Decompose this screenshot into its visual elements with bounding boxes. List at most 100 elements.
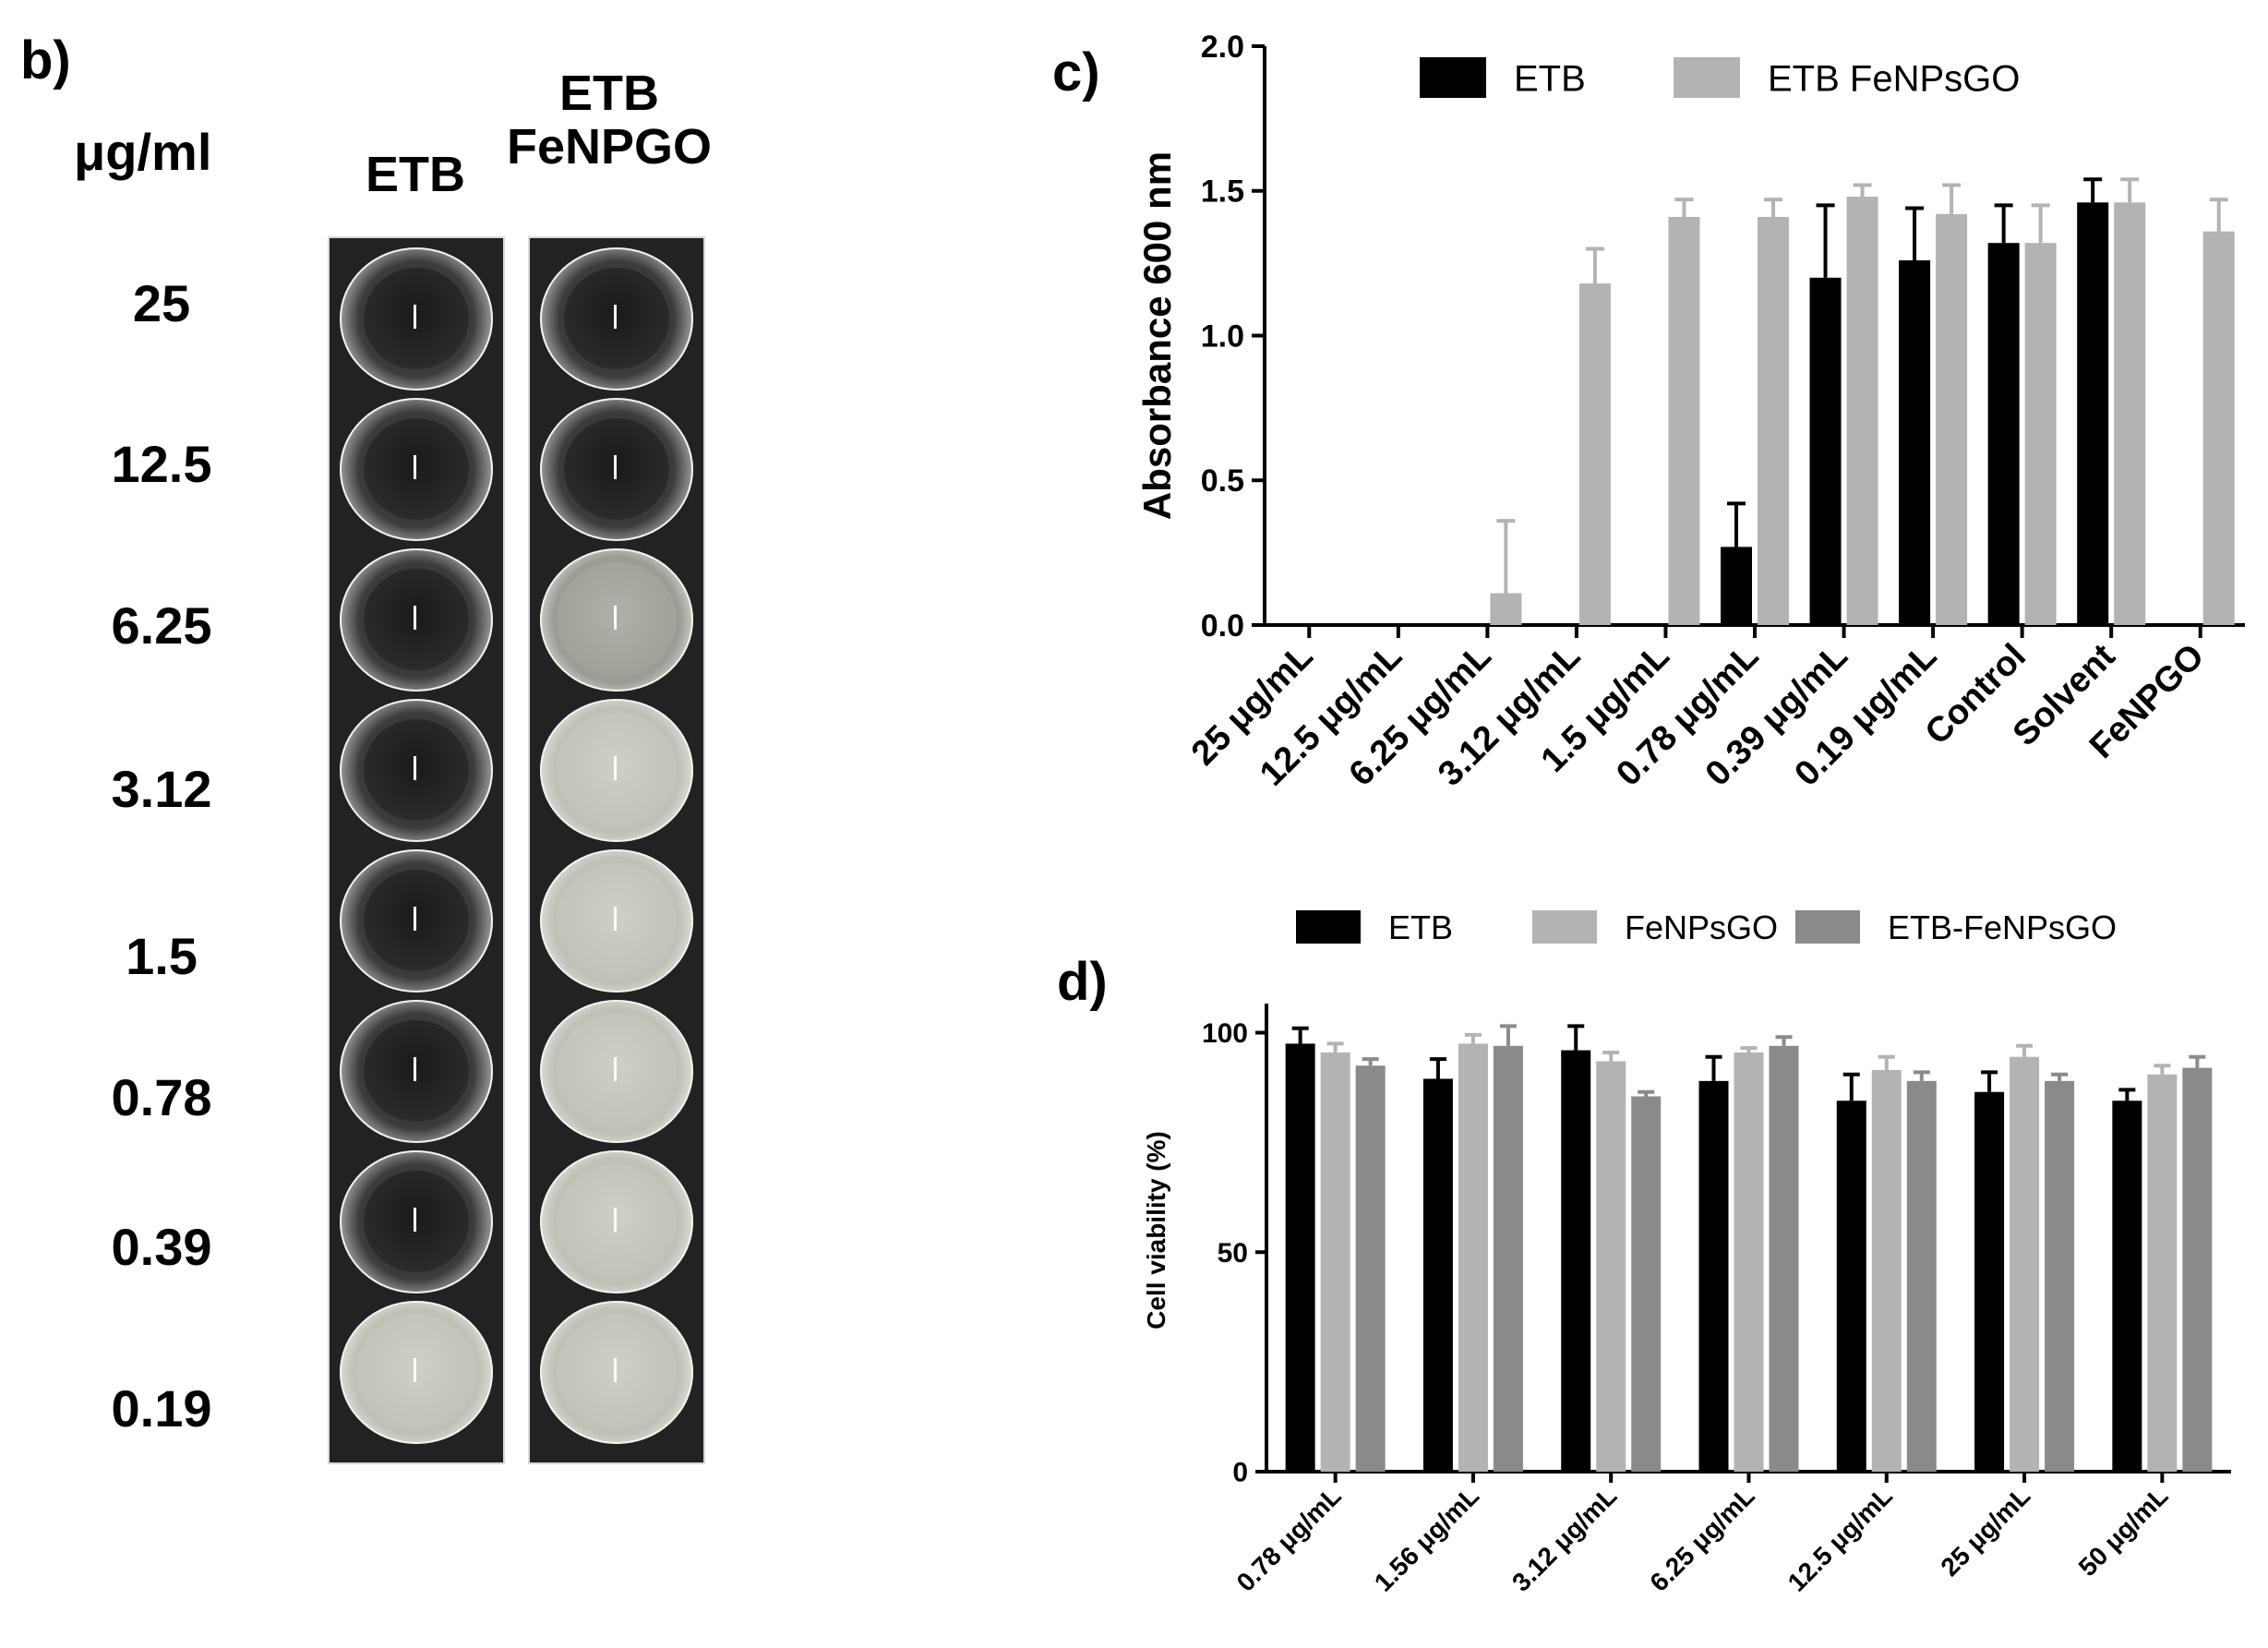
legend-label: ETB — [1388, 908, 1453, 946]
bar-etb — [1561, 1050, 1591, 1472]
well-reflection — [614, 305, 617, 329]
etb-well — [340, 247, 493, 391]
well-strip-etb — [328, 236, 505, 1464]
x-tick-label: 50 μg/mL — [2073, 1481, 2174, 1582]
well-reflection — [414, 606, 416, 630]
etb-fenpgo-well — [540, 1000, 693, 1143]
x-tick-label: 6.25 μg/mL — [1644, 1481, 1759, 1596]
well-reflection — [614, 1057, 617, 1081]
bar-fenpsgo — [2010, 1056, 2040, 1472]
concentration-label: 12.5 — [111, 435, 212, 493]
well-rim — [540, 699, 693, 842]
bar-etb — [1422, 1078, 1453, 1472]
etb-well — [340, 1301, 493, 1444]
legend-swatch — [1532, 910, 1597, 944]
etb-well — [340, 1150, 493, 1293]
legend-label: ETB FeNPsGO — [1768, 58, 2020, 99]
bar-etb-fenpsgo — [2182, 1067, 2213, 1472]
etb-well — [340, 699, 493, 842]
bar-etb-fenpsgo — [1936, 213, 1968, 625]
bar-etb-fenpsgo — [1769, 1045, 1799, 1472]
well-strip-etb-fenpgo — [528, 236, 705, 1464]
legend-swatch — [1795, 910, 1860, 944]
well-reflection — [614, 1358, 617, 1382]
bar-fenpsgo — [1871, 1069, 1902, 1472]
bar-fenpsgo — [1596, 1061, 1626, 1472]
x-tick-label: 12.5 μg/mL — [1782, 1481, 1898, 1596]
bar-etb — [1974, 1091, 2005, 1472]
etb-fenpgo-well — [540, 398, 693, 541]
column-title-etb: ETB — [366, 147, 465, 202]
concentration-label: 0.39 — [111, 1218, 212, 1276]
well-reflection — [414, 455, 416, 479]
bar-fenpsgo — [1734, 1052, 1764, 1472]
concentration-label: 1.5 — [126, 927, 198, 985]
bar-etb — [1836, 1101, 1866, 1472]
column-title-etb-fenpgo: ETB FeNPGO — [506, 66, 713, 174]
panel-d-label: d) — [1057, 952, 1108, 1012]
etb-well — [340, 1000, 493, 1143]
bar-etb — [1987, 243, 2020, 625]
bar-etb — [1698, 1080, 1729, 1472]
well-reflection — [414, 1358, 416, 1382]
bar-etb-fenpsgo — [1631, 1096, 1662, 1472]
etb-fenpgo-well — [540, 247, 693, 391]
well-rim — [340, 548, 493, 692]
bar-etb-fenpsgo — [1493, 1045, 1523, 1472]
bar-etb-fenpsgo — [1490, 593, 1522, 625]
y-tick-label: 2.0 — [1201, 30, 1244, 65]
bar-etb-fenpsgo — [2114, 202, 2146, 626]
bar-etb — [2077, 202, 2109, 626]
x-tick-label: 3.12 μg/mL — [1506, 1481, 1622, 1596]
y-axis-label: Absorbance 600 nm — [1135, 151, 1179, 520]
y-tick-label: 1.0 — [1201, 319, 1244, 354]
well-rim — [540, 1150, 693, 1293]
bar-etb — [2112, 1101, 2142, 1472]
bar-etb-fenpsgo — [2024, 243, 2057, 625]
bar-etb-fenpsgo — [1906, 1080, 1937, 1472]
etb-well — [340, 398, 493, 541]
bar-fenpsgo — [1458, 1043, 1488, 1472]
concentration-label: 3.12 — [111, 760, 212, 818]
well-rim — [540, 849, 693, 992]
legend-swatch — [1420, 57, 1486, 98]
concentration-label: 25 — [132, 274, 191, 332]
legend-label: ETB — [1514, 58, 1586, 99]
well-rim — [340, 247, 493, 391]
y-tick-label: 100 — [1202, 1018, 1248, 1049]
bar-fenpsgo — [1320, 1052, 1350, 1472]
concentration-label: 0.78 — [111, 1068, 212, 1126]
well-reflection — [614, 756, 617, 780]
y-tick-label: 0 — [1232, 1458, 1248, 1488]
bar-etb-fenpsgo — [1355, 1065, 1386, 1472]
well-rim — [340, 1000, 493, 1143]
concentration-label: 6.25 — [111, 596, 212, 655]
well-rim — [540, 247, 693, 391]
well-rim — [540, 548, 693, 692]
bar-etb — [1285, 1043, 1315, 1472]
well-reflection — [414, 1057, 416, 1081]
bar-etb-fenpsgo — [2045, 1080, 2075, 1472]
bar-etb-fenpsgo — [1758, 216, 1789, 625]
etb-fenpgo-well — [540, 1301, 693, 1444]
bar-etb-fenpsgo — [1846, 197, 1878, 625]
well-reflection — [614, 1208, 617, 1232]
bar-etb — [1721, 547, 1752, 625]
bar-fenpsgo — [2147, 1074, 2178, 1472]
y-tick-label: 0.5 — [1201, 463, 1244, 499]
well-reflection — [414, 756, 416, 780]
etb-well — [340, 548, 493, 692]
etb-well — [340, 849, 493, 992]
panel-b-label: b) — [20, 30, 71, 90]
bar-etb-fenpsgo — [1668, 216, 1700, 625]
legend-swatch — [1296, 910, 1361, 944]
well-rim — [540, 1301, 693, 1444]
well-rim — [540, 398, 693, 541]
legend-swatch — [1674, 57, 1740, 98]
y-tick-label: 0.0 — [1201, 608, 1244, 644]
well-reflection — [614, 907, 617, 931]
x-tick-label: 1.56 μg/mL — [1369, 1481, 1484, 1596]
unit-label: μg/ml — [74, 123, 212, 181]
bar-etb — [1899, 259, 1931, 625]
